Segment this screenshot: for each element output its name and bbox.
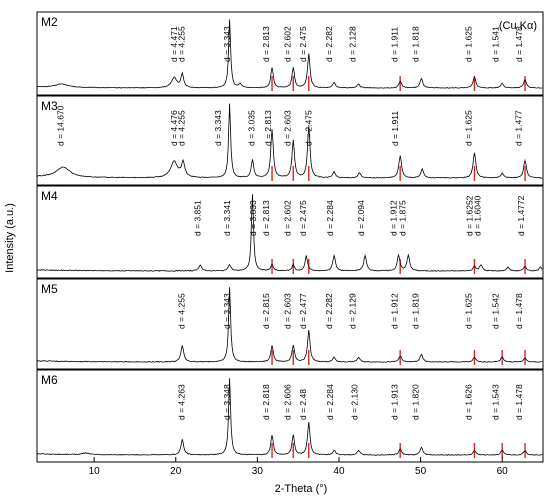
x-axis-title: 2-Theta (°) [275,483,328,495]
peak-label: d = 3.343 [213,110,223,146]
peak-label: d = 4.263 [176,384,186,420]
peak-label: d = 3.851 [193,200,203,236]
peak-label: d = 2.282 [324,26,334,62]
panel-label: M6 [41,373,58,387]
diffraction-trace [36,103,543,179]
peak-label: d = 1.625 [464,110,474,146]
peak-label: d = 2.813 [263,110,273,146]
peak-label: d = 2.818 [261,384,271,420]
peak-label: d = 3.033 [248,200,258,236]
peak-label: d = 3.343 [222,26,232,62]
peak-label: d = 2.813 [261,26,271,62]
panel-frame [36,95,544,186]
panel-m5: M5 d = 4.255 d = 3.343 d = 2.815 d = 2.603 d … [36,278,544,370]
peak-label: d = 3.035 [247,110,257,146]
peak-label: d = 4.476 [169,110,179,146]
peak-label: d = 1.477 [513,110,523,146]
x-tick-label: 10 [89,466,101,477]
peak-label: d = 1.913 [389,384,399,420]
peak-label: d = 1.625 [464,293,474,329]
peak-label: d = 1.478 [514,293,524,329]
peak-label: d = 1.543 [491,384,501,420]
panel-m6: M6 d = 4.263 d = 3.348 d = 2.818 d = 2.606 d … [36,369,544,463]
peak-label: d = 2.602 [282,26,292,62]
peak-label: d = 1.4772 [516,195,526,236]
peak-label: d = 3.341 [222,200,232,236]
peak-label: d = 1.478 [514,384,524,420]
peak-label: d = 2.813 [261,200,271,236]
peak-label: d = 2.606 [282,384,292,420]
peak-label: d = 1.819 [411,293,421,329]
peak-label: d = 1.818 [411,26,421,62]
peak-label: d = 1.478 [514,26,524,62]
panel-label: M5 [41,282,58,296]
peak-label: d = 1.6040 [473,195,483,236]
panel-label: M2 [41,15,58,29]
panel-label: M4 [41,189,58,203]
peak-label: d = 3.348 [222,384,232,420]
peak-label: d = 1.911 [390,111,400,146]
peak-label: d = 2.475 [304,110,314,146]
peak-label: d = 2.602 [282,200,292,236]
peak-label: d = 2.48 [298,389,308,420]
peak-label: d = 2.129 [348,293,358,329]
panel-label: M3 [41,99,58,113]
x-tick-label: 50 [415,466,427,477]
peak-label: d = 14.670 [56,105,66,146]
peak-label: d = 2.815 [261,293,271,329]
peak-label: d = 1.625 [464,26,474,62]
peak-label: d = 1.912 [389,200,399,236]
peak-label: d = 1.626 [464,384,474,420]
diffraction-trace [36,287,543,363]
panel-frame [36,278,544,370]
peak-label: d = 2.130 [349,384,359,420]
peak-label: d = 1.820 [411,384,421,420]
peak-label: d = 1.6252 [464,195,474,236]
peak-label: d = 4.255 [176,110,186,146]
peak-label: d = 2.282 [324,293,334,329]
x-tick-label: 30 [252,466,264,477]
peak-label: d = 3.343 [222,293,232,329]
panel-frame [36,11,544,96]
peak-label: d = 4.255 [176,26,186,62]
radiation-annotation: (Cu Kα) [499,20,537,32]
peak-label: d = 2.603 [282,110,292,146]
diffraction-trace [36,19,543,89]
peak-label: d = 2.128 [348,26,358,62]
peak-label: d = 1.542 [491,293,501,329]
peak-label: d = 1.911 [389,27,399,62]
peak-label: d = 2.475 [298,26,308,62]
peak-label: d = 2.477 [298,293,308,329]
peak-label: d = 2.094 [356,200,366,236]
x-tick-label: 40 [333,466,345,477]
diffraction-trace [36,194,543,272]
x-tick-label: 20 [170,466,182,477]
x-tick-label: 60 [497,466,509,477]
panel-m4: M4 d = 3.851 d = 3.341 d = 3.033 d = 2.813 d … [36,185,544,279]
peak-label: d = 2.284 [325,200,335,236]
y-axis-title: Intensity (a.u.) [4,203,16,273]
peak-label: d = 2.284 [325,384,335,420]
peak-label: d = 1.912 [389,293,399,329]
diffraction-trace [36,378,543,456]
peak-label: d = 2.603 [282,293,292,329]
peak-label: d = 1.541 [491,26,501,62]
panel-frame [36,369,544,463]
peak-label: d = 4.471 [169,26,179,62]
peak-label: d = 2.475 [298,200,308,236]
peak-label: d = 4.255 [176,293,186,329]
panel-frame [36,185,544,279]
x-axis: 10 20 30 40 50 60 [89,457,509,477]
peak-label: d = 1.875 [398,200,408,236]
